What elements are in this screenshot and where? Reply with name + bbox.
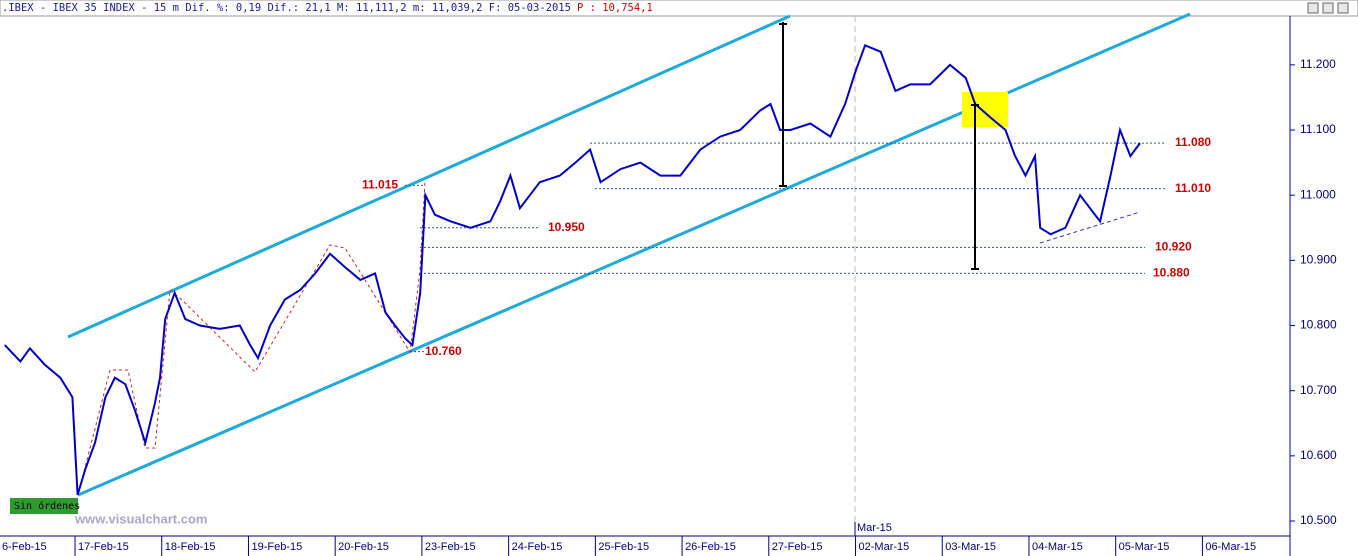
window-buttons[interactable] bbox=[1307, 2, 1349, 14]
maximize-button[interactable] bbox=[1322, 2, 1334, 14]
level-label: 11.015 bbox=[362, 178, 398, 192]
header-info: .IBEX - IBEX 35 INDEX - 15 m Dif. %: 0,1… bbox=[2, 2, 571, 14]
y-tick-label: 10.600 bbox=[1300, 448, 1337, 462]
x-tick-label: 05-Mar-15 bbox=[1119, 541, 1170, 553]
last-price: P : 10,754,1 bbox=[577, 2, 653, 14]
y-tick-label: 11.100 bbox=[1300, 122, 1336, 136]
y-tick-label: 11.200 bbox=[1300, 57, 1336, 71]
x-tick-label: 18-Feb-15 bbox=[165, 541, 216, 553]
level-label: 10.920 bbox=[1155, 240, 1192, 254]
x-tick-label: 23-Feb-15 bbox=[425, 541, 476, 553]
x-tick-label: 24-Feb-15 bbox=[512, 541, 563, 553]
level-label: 10.760 bbox=[425, 344, 462, 358]
price-line bbox=[4, 43, 1141, 496]
x-tick-label: 19-Feb-15 bbox=[251, 541, 302, 553]
x-tick-label: 06-Mar-15 bbox=[1205, 541, 1256, 553]
x-tick-label: 04-Mar-15 bbox=[1032, 541, 1083, 553]
y-tick-label: 10.900 bbox=[1300, 253, 1337, 267]
header-text: .IBEX - IBEX 35 INDEX - 15 m Dif. %: 0,1… bbox=[2, 2, 653, 14]
x-tick-label: 27-Feb-15 bbox=[772, 541, 823, 553]
x-tick-label: 26-Feb-15 bbox=[685, 541, 736, 553]
close-button[interactable] bbox=[1337, 2, 1349, 14]
status-text: Sin órdenes bbox=[14, 500, 80, 512]
x-axis-band bbox=[0, 536, 1290, 556]
minimize-button[interactable] bbox=[1307, 2, 1319, 14]
x-tick-label: 17-Feb-15 bbox=[78, 541, 129, 553]
y-tick-label: 10.500 bbox=[1300, 513, 1337, 527]
plot bbox=[4, 43, 1165, 496]
watermark: www.visualchart.com bbox=[74, 511, 207, 526]
x-tick-label: 02-Mar-15 bbox=[859, 541, 910, 553]
x-tick-label: 25-Feb-15 bbox=[598, 541, 649, 553]
level-label: 11.080 bbox=[1175, 135, 1211, 149]
highlight-box bbox=[962, 92, 1008, 127]
status-box bbox=[10, 498, 78, 514]
channel-upper bbox=[67, 14, 791, 339]
support-trend bbox=[1039, 211, 1141, 244]
header-bar bbox=[0, 0, 1358, 17]
period-label: Mar-15 bbox=[857, 522, 892, 534]
level-label: 10.880 bbox=[1153, 266, 1190, 280]
x-tick-label: 6-Feb-15 bbox=[2, 541, 47, 553]
level-label: 10.950 bbox=[548, 220, 585, 234]
y-tick-label: 10.800 bbox=[1300, 318, 1337, 332]
y-tick-label: 11.000 bbox=[1300, 187, 1336, 201]
y-tick-label: 10.700 bbox=[1300, 383, 1337, 397]
x-tick-label: 20-Feb-15 bbox=[338, 541, 389, 553]
measure-arrows bbox=[779, 22, 979, 270]
x-tick-label: 03-Mar-15 bbox=[945, 541, 996, 553]
level-label: 11.010 bbox=[1175, 181, 1211, 195]
